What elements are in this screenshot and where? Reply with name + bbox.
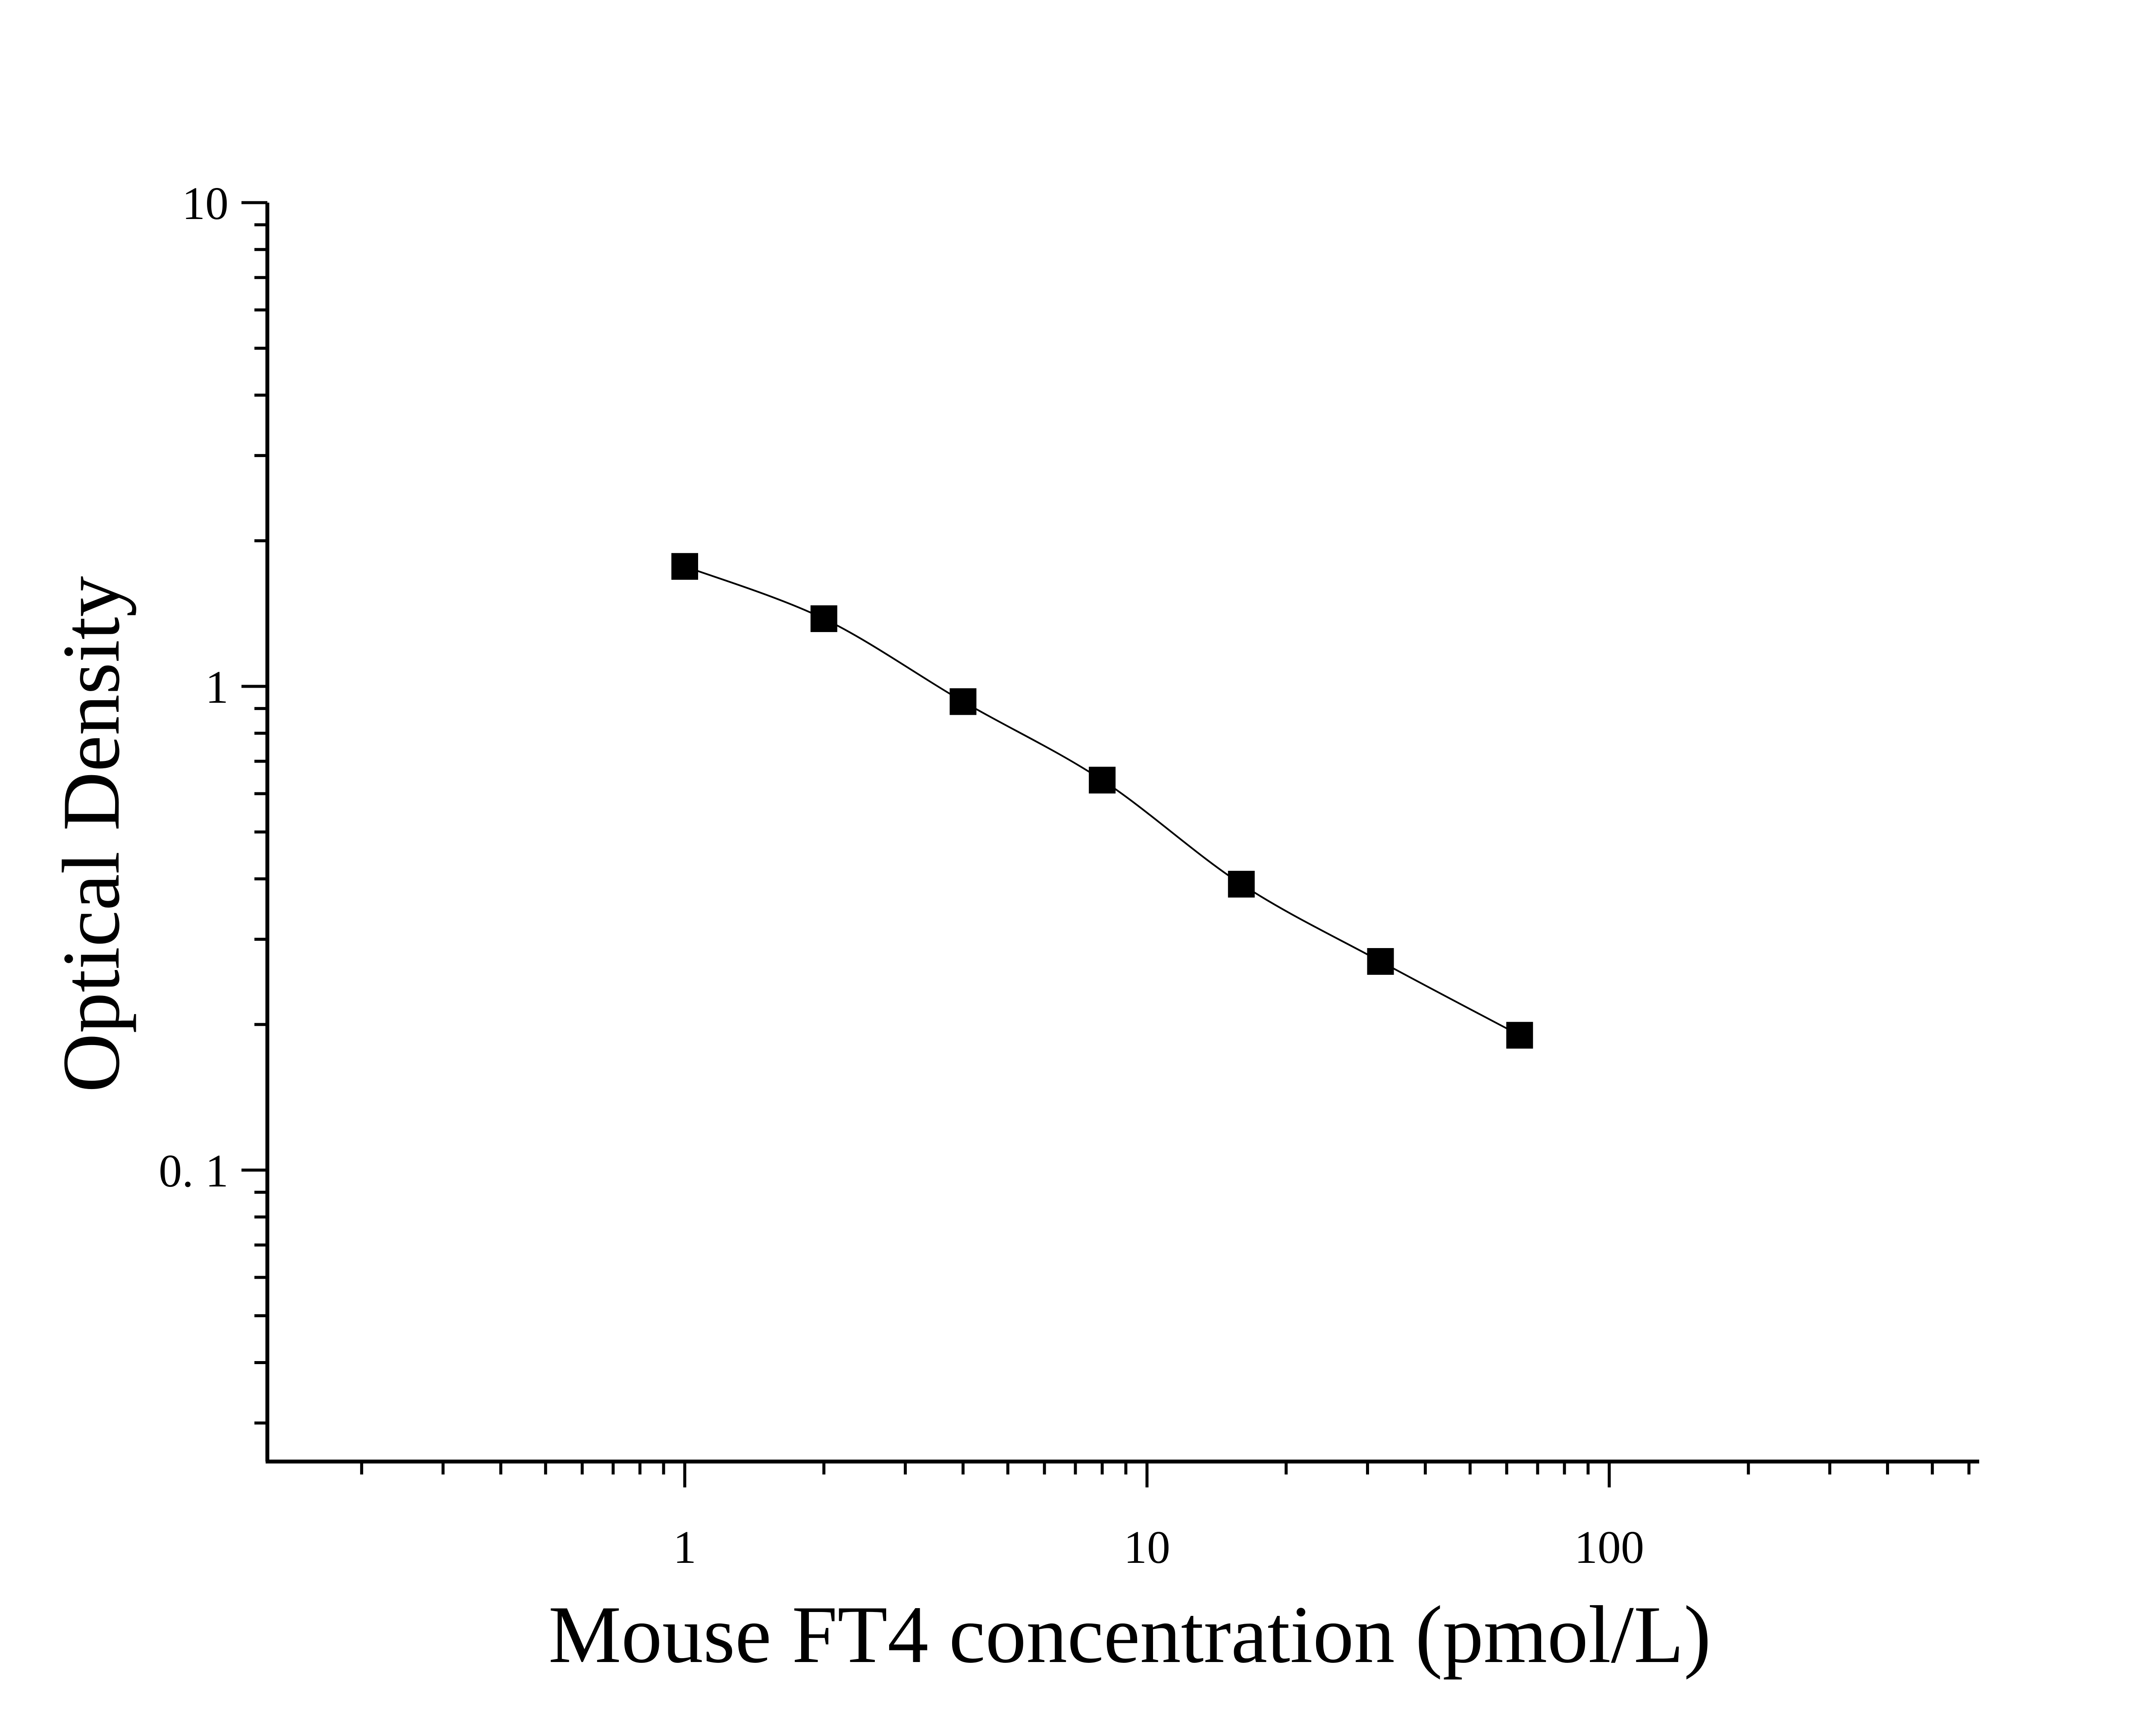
- y-tick-label: 10: [182, 178, 229, 229]
- x-axis-title: Mouse FT4 concentration (pmol/L): [548, 1590, 1711, 1680]
- data-point: [1089, 767, 1116, 794]
- x-tick-label: 100: [1574, 1522, 1644, 1573]
- y-axis-title: Optical Density: [46, 576, 137, 1092]
- ticks: [241, 201, 1971, 1487]
- data-point: [1228, 870, 1255, 898]
- data-points: [671, 553, 1533, 1049]
- data-point: [810, 605, 837, 632]
- x-tick-label: 1: [673, 1522, 696, 1573]
- axes: [265, 203, 1979, 1464]
- data-point: [671, 553, 698, 580]
- data-point: [1367, 948, 1394, 975]
- fit-curve: [684, 565, 1520, 1036]
- data-point: [950, 688, 977, 715]
- y-tick-label: 0. 1: [159, 1146, 229, 1197]
- tick-labels: 0. 1 1 10 1 10 100: [159, 178, 1644, 1573]
- y-tick-label: 1: [205, 662, 229, 713]
- data-point: [1506, 1022, 1533, 1049]
- x-tick-label: 10: [1124, 1522, 1170, 1573]
